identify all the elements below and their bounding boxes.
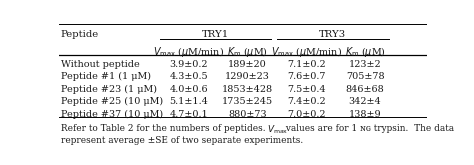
Text: 342±4: 342±4 — [349, 97, 382, 106]
Text: Peptide #25 (10 μM): Peptide #25 (10 μM) — [61, 97, 163, 106]
Text: $K_{\mathrm{m}}$ ($\mu$M): $K_{\mathrm{m}}$ ($\mu$M) — [345, 45, 385, 59]
Text: 3.9±0.2: 3.9±0.2 — [170, 60, 208, 69]
Text: Without peptide: Without peptide — [61, 60, 139, 69]
Text: 705±78: 705±78 — [346, 72, 384, 81]
Text: Peptide #1 (1 μM): Peptide #1 (1 μM) — [61, 72, 151, 81]
Text: 5.1±1.4: 5.1±1.4 — [169, 97, 208, 106]
Text: 7.1±0.2: 7.1±0.2 — [287, 60, 326, 69]
Text: 846±68: 846±68 — [346, 85, 384, 94]
Text: $V_{\mathrm{max}}$ ($\mu$M/min): $V_{\mathrm{max}}$ ($\mu$M/min) — [153, 45, 224, 59]
Text: 138±9: 138±9 — [349, 110, 382, 119]
Text: $K_{\mathrm{m}}$ ($\mu$M): $K_{\mathrm{m}}$ ($\mu$M) — [227, 45, 268, 59]
Text: 880±73: 880±73 — [228, 110, 267, 119]
Text: 7.5±0.4: 7.5±0.4 — [287, 85, 326, 94]
Text: 7.6±0.7: 7.6±0.7 — [287, 72, 326, 81]
Text: TRY1: TRY1 — [202, 30, 229, 39]
Text: represent average ±SE of two separate experiments.: represent average ±SE of two separate ex… — [61, 136, 303, 145]
Text: values are for 1 ɴɢ trypsin.  The data: values are for 1 ɴɢ trypsin. The data — [283, 124, 454, 133]
Text: $V_{\mathrm{max}}$: $V_{\mathrm{max}}$ — [267, 124, 289, 136]
Text: 123±2: 123±2 — [349, 60, 382, 69]
Text: 1853±428: 1853±428 — [222, 85, 273, 94]
Text: Peptide #23 (1 μM): Peptide #23 (1 μM) — [61, 85, 157, 94]
Text: 7.4±0.2: 7.4±0.2 — [287, 97, 326, 106]
Text: 1735±245: 1735±245 — [222, 97, 273, 106]
Text: 4.3±0.5: 4.3±0.5 — [169, 72, 208, 81]
Text: 1290±23: 1290±23 — [225, 72, 270, 81]
Text: 4.7±0.1: 4.7±0.1 — [169, 110, 208, 119]
Text: 189±20: 189±20 — [228, 60, 267, 69]
Text: TRY3: TRY3 — [319, 30, 346, 39]
Text: 7.0±0.2: 7.0±0.2 — [287, 110, 326, 119]
Text: 4.0±0.6: 4.0±0.6 — [169, 85, 208, 94]
Text: Peptide: Peptide — [61, 30, 99, 39]
Text: $V_{\mathrm{max}}$ ($\mu$M/min): $V_{\mathrm{max}}$ ($\mu$M/min) — [271, 45, 342, 59]
Text: Refer to Table 2 for the numbers of peptides.: Refer to Table 2 for the numbers of pept… — [61, 124, 268, 133]
Text: Peptide #37 (10 μM): Peptide #37 (10 μM) — [61, 110, 163, 119]
